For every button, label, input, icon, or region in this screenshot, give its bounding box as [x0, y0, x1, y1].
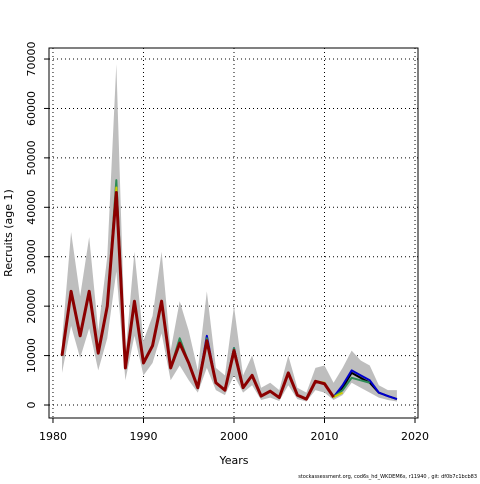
y-tick-label: 60000: [25, 91, 38, 126]
x-tick-label: 2000: [220, 430, 248, 443]
y-tick-label: 50000: [25, 140, 38, 175]
y-tick-label: 20000: [25, 289, 38, 324]
y-tick-label: 30000: [25, 239, 38, 274]
x-tick-label: 2020: [401, 430, 429, 443]
x-tick-label: 1980: [39, 430, 67, 443]
y-tick-label: 40000: [25, 190, 38, 225]
y-tick-label: 0: [25, 402, 38, 409]
footer: stockassessment.org, cod6s_hd_WKDEM6s, r…: [298, 474, 477, 480]
x-tick-label: 1990: [129, 430, 157, 443]
x-axis-label: Years: [218, 454, 248, 467]
series-line: [60, 190, 335, 401]
y-tick-label: 10000: [25, 338, 38, 373]
y-tick-label: 70000: [25, 42, 38, 77]
y-axis-label: Recruits (age 1): [2, 189, 15, 277]
x-tick-label: 2010: [311, 430, 339, 443]
confidence-band: [62, 63, 397, 402]
